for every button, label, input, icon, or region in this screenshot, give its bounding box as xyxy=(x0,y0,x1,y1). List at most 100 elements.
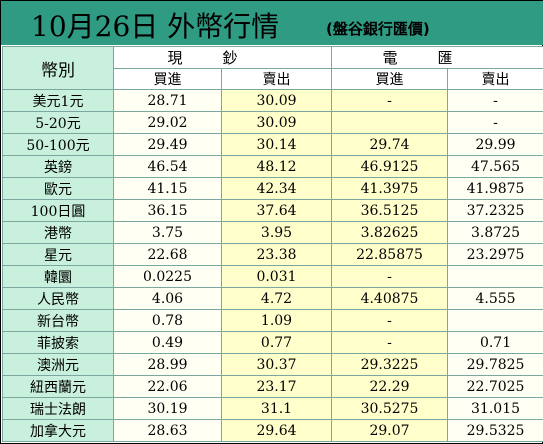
cash-sell-cell: 30.09 xyxy=(220,89,333,112)
tt-sell-cell xyxy=(447,265,543,288)
table-row: 100日圓 36.15 37.64 36.5125 37.2325 xyxy=(2,199,543,222)
currency-name: 韓圜 xyxy=(2,265,114,288)
cash-sell-cell: 4.72 xyxy=(220,287,333,310)
cash-sell-cell: 37.64 xyxy=(220,199,333,222)
cash-sell-cell: 23.38 xyxy=(220,243,333,266)
exchange-rate-table: 幣別 現鈔 電匯 買進 賣出 買進 賣出 美元1元 28.71 30.09- -5-2… xyxy=(2,46,543,442)
cash-buy-cell: 28.99 xyxy=(113,353,222,376)
currency-name: 新台幣 xyxy=(2,309,114,332)
table-row: 港幣 3.75 3.95 3.82625 3.8725 xyxy=(2,221,543,244)
currency-name: 加拿大元 xyxy=(2,419,114,442)
tt-buy-cell: - xyxy=(331,265,449,288)
tt-sell-cell: 3.8725 xyxy=(447,221,543,244)
currency-name: 歐元 xyxy=(2,177,114,200)
bank-source: (盤谷銀行匯價) xyxy=(326,20,430,38)
cash-sell-cell: 31.1 xyxy=(220,397,333,420)
tt-sell-cell xyxy=(447,309,543,332)
table-row: 50-100元 29.49 30.14 29.74 29.99 xyxy=(2,133,543,156)
tt-sell-cell: - xyxy=(447,111,543,134)
cash-buy-cell: 4.06 xyxy=(113,287,222,310)
cash-buy-cell: 29.02 xyxy=(113,111,222,134)
tt-buy-cell: - xyxy=(331,331,449,354)
tt-buy-cell: 36.5125 xyxy=(331,199,449,222)
tt-sell-cell: 47.565 xyxy=(447,155,543,178)
table-row: 菲披索 0.49 0.77-0.71 xyxy=(2,331,543,354)
table-row: 韓圜 0.0225 0.031- xyxy=(2,265,543,288)
tt-buy-cell: 3.82625 xyxy=(331,221,449,244)
table-row: 澳洲元 28.99 30.37 29.3225 29.7825 xyxy=(2,353,543,376)
cash-group-header: 現鈔 xyxy=(112,46,333,69)
tt-sell-cell: 0.71 xyxy=(447,331,543,354)
tt-buy-cell: 30.5275 xyxy=(331,397,449,420)
header-bar: 10月26日 外幣行情 (盤谷銀行匯價) xyxy=(1,1,543,45)
table-row: 紐西蘭元 22.06 23.17 22.29 22.7025 xyxy=(2,375,543,398)
tt-buy-cell: 29.3225 xyxy=(331,353,449,376)
cash-buy-cell: 22.68 xyxy=(113,243,222,266)
table-row: 美元1元 28.71 30.09- - xyxy=(2,89,543,112)
cash-buy-cell: 46.54 xyxy=(113,155,222,178)
cash-sell-cell: 0.031 xyxy=(220,265,333,288)
tt-buy-cell: - xyxy=(331,89,449,112)
table-row: 英鎊 46.54 48.12 46.9125 47.565 xyxy=(2,155,543,178)
currency-name: 50-100元 xyxy=(2,133,114,156)
tt-sell-cell: 31.015 xyxy=(447,397,543,420)
tt-buy-cell: 22.85875 xyxy=(331,243,449,266)
cash-sell-cell: 30.14 xyxy=(220,133,333,156)
cash-sell-cell: 48.12 xyxy=(220,155,333,178)
currency-name: 瑞士法朗 xyxy=(2,397,114,420)
cash-buy-cell: 3.75 xyxy=(113,221,222,244)
currency-name: 港幣 xyxy=(2,221,114,244)
table-row: 人民幣 4.06 4.72 4.40875 4.555 xyxy=(2,287,543,310)
cash-buy-cell: 36.15 xyxy=(113,199,222,222)
cash-sell-cell: 23.17 xyxy=(220,375,333,398)
currency-name: 100日圓 xyxy=(2,199,114,222)
tt-buy-cell: 29.07 xyxy=(331,419,449,442)
tt-buy-cell: 41.3975 xyxy=(331,177,449,200)
cash-buy-cell: 30.19 xyxy=(113,397,222,420)
cash-buy-cell: 22.06 xyxy=(113,375,222,398)
tt-sell-cell: 29.99 xyxy=(447,133,543,156)
cash-sell-cell: 30.37 xyxy=(220,353,333,376)
tt-buy-cell: 4.40875 xyxy=(331,287,449,310)
telegraphic-transfer-group-header: 電匯 xyxy=(331,46,543,69)
cash-sell-cell: 42.34 xyxy=(220,177,333,200)
tt-buy-cell: - xyxy=(331,309,449,332)
currency-name: 紐西蘭元 xyxy=(2,375,114,398)
cash-buy-cell: 0.78 xyxy=(113,309,222,332)
tt-sell-cell: - xyxy=(447,89,543,112)
tt-sell-header: 賣出 xyxy=(447,68,543,90)
cash-sell-header: 賣出 xyxy=(220,68,333,90)
currency-name: 人民幣 xyxy=(2,287,114,310)
cash-buy-cell: 29.49 xyxy=(113,133,222,156)
table-row: 星元 22.68 23.38 22.85875 23.2975 xyxy=(2,243,543,266)
sub-header-row: 買進 賣出 買進 賣出 xyxy=(3,68,543,90)
tt-buy-cell: 22.29 xyxy=(331,375,449,398)
table-row: 瑞士法朗 30.19 31.1 30.5275 31.015 xyxy=(2,397,543,420)
currency-name: 美元1元 xyxy=(2,89,114,112)
cash-sell-cell: 29.64 xyxy=(220,419,333,442)
table-row: 5-20元 29.02 30.09 - xyxy=(2,111,543,134)
tt-buy-header: 買進 xyxy=(331,68,449,90)
tt-buy-cell: 46.9125 xyxy=(331,155,449,178)
cash-buy-cell: 0.0225 xyxy=(113,265,222,288)
page-title: 10月26日 外幣行情 xyxy=(31,10,280,43)
tt-sell-cell: 22.7025 xyxy=(447,375,543,398)
cash-sell-cell: 30.09 xyxy=(220,111,333,134)
currency-name: 5-20元 xyxy=(2,111,114,134)
cash-buy-cell: 0.49 xyxy=(113,331,222,354)
tt-sell-cell: 23.2975 xyxy=(447,243,543,266)
cash-sell-cell: 1.09 xyxy=(220,309,333,332)
cash-buy-cell: 28.63 xyxy=(113,419,222,442)
tt-buy-cell: 29.74 xyxy=(331,133,449,156)
rate-rows: 美元1元 28.71 30.09- -5-20元 29.02 30.09-50-100元 2… xyxy=(2,89,543,442)
currency-name: 菲披索 xyxy=(2,331,114,354)
cash-sell-cell: 3.95 xyxy=(220,221,333,244)
cash-buy-cell: 28.71 xyxy=(113,89,222,112)
cash-sell-cell: 0.77 xyxy=(220,331,333,354)
cash-buy-cell: 41.15 xyxy=(113,177,222,200)
group-header-row: 幣別 現鈔 電匯 xyxy=(2,46,543,90)
currency-name: 英鎊 xyxy=(2,155,114,178)
cash-buy-header: 買進 xyxy=(113,68,222,90)
tt-sell-cell: 29.7825 xyxy=(447,353,543,376)
